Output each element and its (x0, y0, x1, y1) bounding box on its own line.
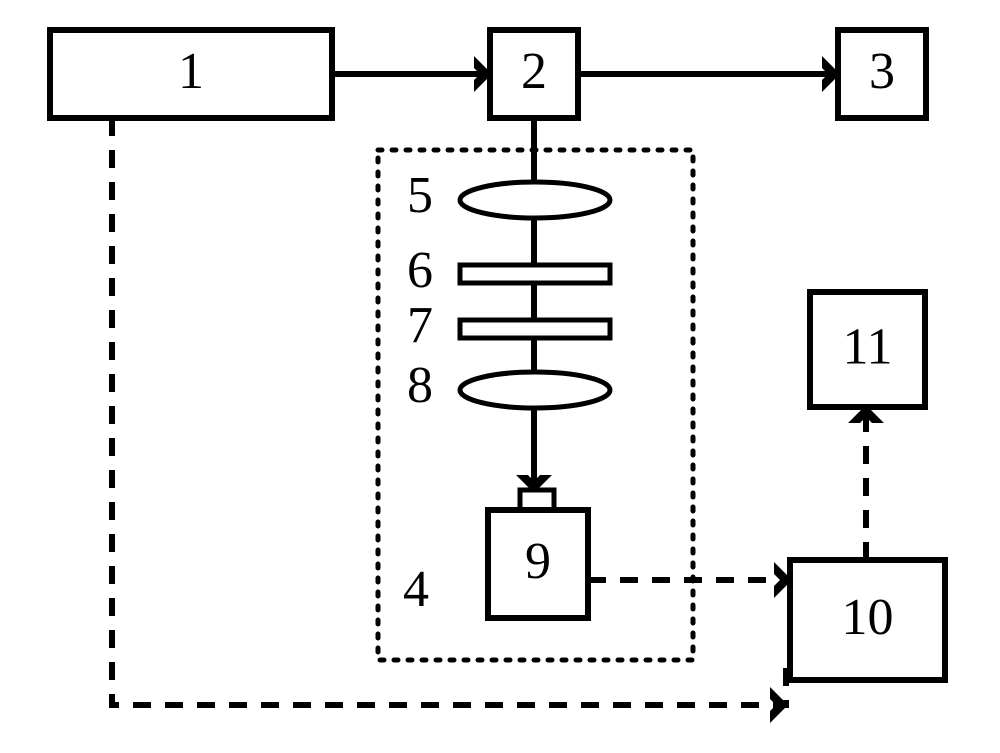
lens-5 (460, 182, 610, 218)
box-9-label: 9 (525, 533, 551, 590)
box-3-label: 3 (869, 43, 895, 100)
label-8: 8 (407, 357, 433, 414)
diagram-canvas: 4 5 678 1 2 3 9 10 11 (0, 0, 1000, 753)
lens-8 (460, 372, 610, 408)
box-1-label: 1 (178, 43, 204, 100)
box-11-label: 11 (842, 318, 892, 375)
box-10-label: 10 (842, 589, 894, 646)
label-7: 7 (407, 297, 433, 354)
label-4: 4 (403, 561, 429, 618)
arrow-1-to-10-path (112, 118, 786, 705)
label-5: 5 (407, 167, 433, 224)
label-6: 6 (407, 242, 433, 299)
slab-6 (460, 265, 610, 283)
slab-7 (460, 320, 610, 338)
box-2-label: 2 (521, 43, 547, 100)
